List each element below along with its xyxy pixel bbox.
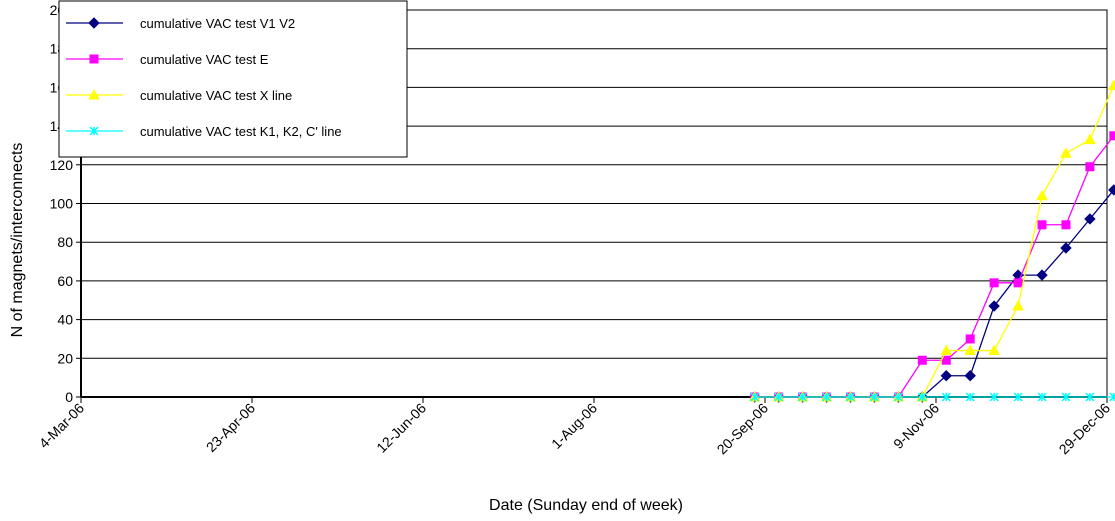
data-point <box>1036 269 1048 281</box>
data-point <box>941 392 951 402</box>
y-tick-label: 20 <box>57 350 73 366</box>
y-tick-label: 80 <box>57 234 73 250</box>
x-tick-label: 20-Sep-06 <box>714 400 772 458</box>
data-point <box>1085 162 1095 172</box>
legend-marker <box>89 54 99 64</box>
legend-marker <box>89 126 99 136</box>
data-point <box>989 278 999 288</box>
data-point <box>988 344 1000 356</box>
data-point <box>1061 392 1071 402</box>
legend-marker <box>88 88 100 100</box>
legend-label: cumulative VAC test V1 V2 <box>140 16 295 31</box>
data-point <box>893 392 903 402</box>
series-2 <box>750 131 1115 402</box>
data-point <box>1060 242 1072 254</box>
legend-item: cumulative VAC test X line <box>66 88 292 103</box>
data-point <box>917 355 927 365</box>
data-point <box>1108 184 1115 196</box>
data-point <box>798 392 808 402</box>
data-point <box>845 392 856 402</box>
x-tick-label: 1-Aug-06 <box>548 400 600 452</box>
series-1 <box>749 184 1115 403</box>
legend-item: cumulative VAC test K1, K2, C' line <box>66 124 342 139</box>
data-point <box>774 392 784 402</box>
y-tick-label: 100 <box>50 196 74 212</box>
data-point <box>1036 189 1048 201</box>
x-tick-label: 9-Nov-06 <box>890 400 942 452</box>
data-point <box>869 392 879 402</box>
legend-label: cumulative VAC test E <box>140 52 269 67</box>
data-point <box>964 344 977 356</box>
legend-item: cumulative VAC test E <box>66 52 269 67</box>
data-point <box>965 392 975 402</box>
y-tick-label: 0 <box>65 389 73 405</box>
y-tick-label: 60 <box>57 273 73 289</box>
x-axis-ticks: 4-Mar-06 23-Apr-06 12-Jun-06 1-Aug-06 20-Sep… <box>36 397 1114 458</box>
data-point <box>1013 392 1023 402</box>
data-point <box>1061 220 1071 230</box>
data-point <box>940 344 953 356</box>
data-point <box>1037 220 1047 230</box>
data-point <box>964 370 976 382</box>
legend-label: cumulative VAC test K1, K2, C' line <box>140 124 342 139</box>
data-point <box>1085 392 1095 402</box>
data-point <box>1109 131 1115 141</box>
data-point <box>1109 392 1115 402</box>
legend-label: cumulative VAC test X line <box>140 88 292 103</box>
x-tick-label: 23-Apr-06 <box>203 400 258 455</box>
data-point <box>940 370 952 382</box>
data-point <box>1084 133 1096 145</box>
series-line <box>754 85 1115 398</box>
x-tick-label: 4-Mar-06 <box>36 400 88 452</box>
data-point <box>989 392 999 402</box>
y-tick-label: 120 <box>50 157 74 173</box>
series-4 <box>750 392 1115 402</box>
data-point <box>822 392 832 402</box>
data-point <box>1084 213 1096 225</box>
data-point <box>1037 392 1047 402</box>
data-point <box>988 300 1000 312</box>
series-group <box>748 79 1115 403</box>
data-point <box>1013 278 1023 288</box>
y-axis-label: N of magnets/interconnects <box>9 143 26 338</box>
data-point <box>941 355 951 365</box>
y-tick-label: 40 <box>57 312 73 328</box>
x-axis-label: Date (Sunday end of week) <box>489 497 683 514</box>
legend-item: cumulative VAC test V1 V2 <box>66 16 295 31</box>
data-point <box>750 392 760 402</box>
legend-marker <box>88 17 100 29</box>
data-point <box>1107 79 1115 90</box>
series-3 <box>748 79 1115 402</box>
data-point <box>1012 300 1024 311</box>
x-tick-label: 12-Jun-06 <box>373 400 429 456</box>
series-line <box>754 189 1115 398</box>
x-tick-label: 29-Dec-06 <box>1056 400 1114 458</box>
data-point <box>965 334 975 344</box>
legend: cumulative VAC test V1 V2 cumulative VAC … <box>58 0 408 158</box>
data-point <box>1060 147 1072 158</box>
data-point <box>917 392 927 402</box>
